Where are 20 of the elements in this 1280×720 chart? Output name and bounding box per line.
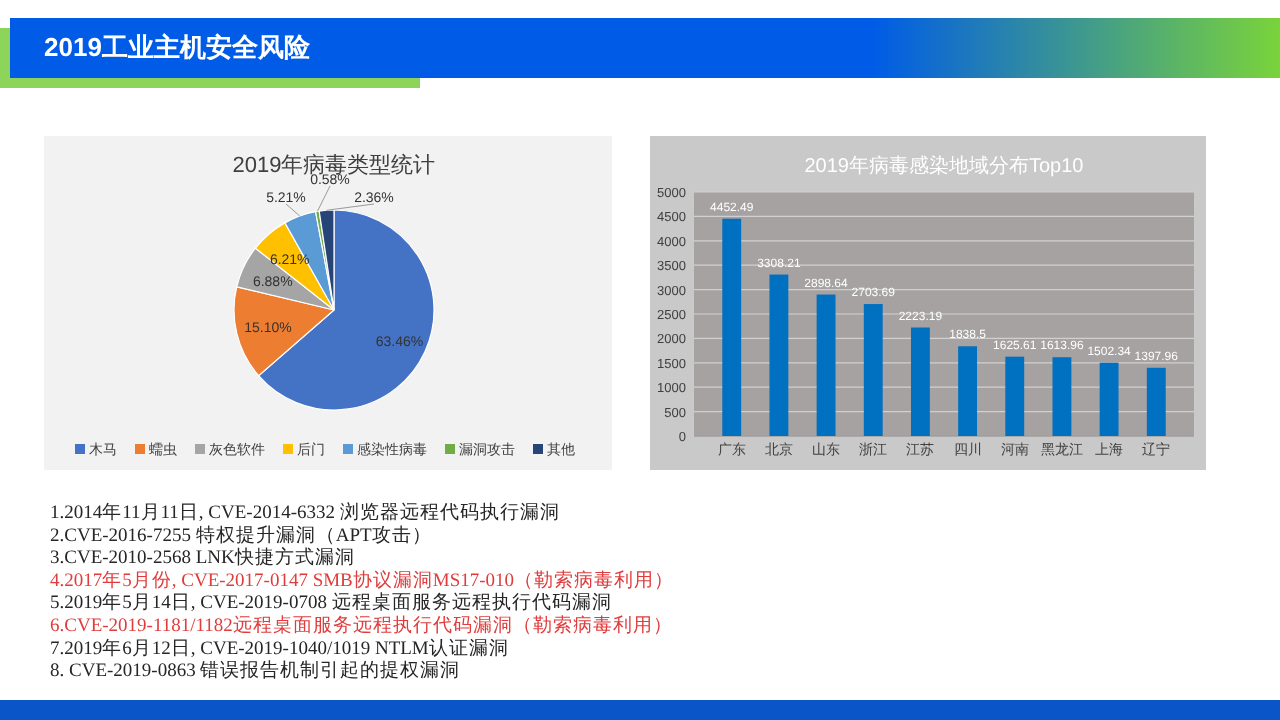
text: 6.CVE-2019-1181/1182远程桌面服务远程执行代码漏洞（勒索病毒利用） bbox=[50, 613, 673, 637]
bar bbox=[816, 294, 836, 436]
bar bbox=[910, 327, 930, 436]
bar bbox=[958, 346, 978, 436]
text: 3.CVE-2010-2568 LNK快捷方式漏洞 bbox=[50, 545, 355, 570]
bar bbox=[722, 218, 742, 436]
bar bbox=[1005, 356, 1025, 436]
bar bbox=[1099, 362, 1119, 436]
bar bbox=[863, 304, 883, 436]
bar bbox=[1146, 367, 1166, 436]
text: 2.CVE-2016-7255 特权提升漏洞（APT攻击） bbox=[50, 522, 432, 547]
text: 2019工业主机安全风险 bbox=[44, 32, 312, 62]
text: 4.2017年5月份, CVE-2017-0147 SMB协议漏洞MS17-010（勒索病毒利用） bbox=[50, 567, 675, 592]
chart-title: 2019年病毒类型统计 bbox=[232, 152, 436, 178]
text: 5.2019年5月14日, CVE-2019-0708 远程桌面服务远程执行代码漏洞 bbox=[50, 590, 612, 615]
text: 7.2019年6月12日, CVE-2019-1040/1019 NTLM认证漏洞 bbox=[50, 635, 509, 660]
text: 1.2014年11月11日, CVE-2014-6332 浏览器远程代码执行漏洞 bbox=[50, 500, 560, 524]
text: 8. CVE-2019-0863 错误报告机制引起的提权漏洞 bbox=[50, 658, 461, 683]
bar bbox=[1052, 357, 1072, 436]
bar bbox=[769, 274, 789, 436]
